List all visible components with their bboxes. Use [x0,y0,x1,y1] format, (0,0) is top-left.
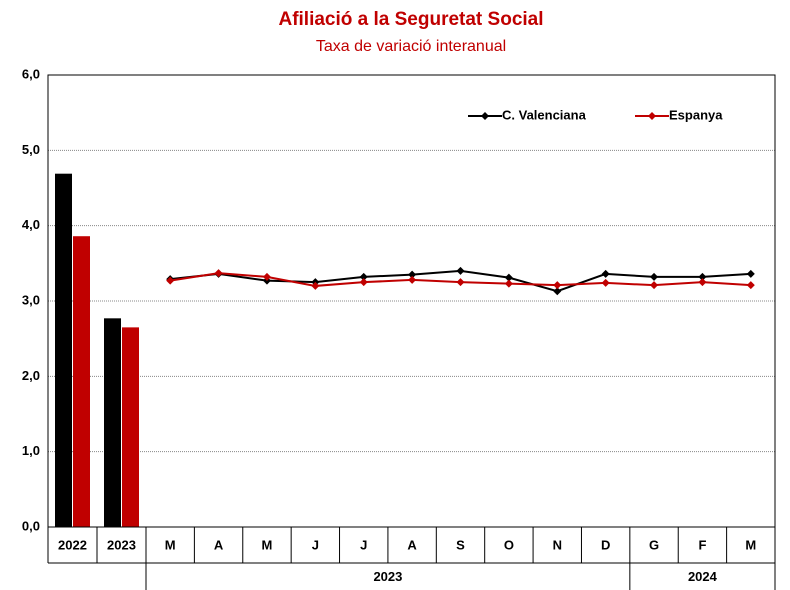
marker [504,279,513,288]
group-label: 2023 [373,569,402,584]
x-tick-label: F [698,537,706,552]
chart-title: Afiliació a la Seguretat Social [278,9,543,30]
y-tick-label: 4,0 [22,217,40,232]
marker [698,278,707,287]
y-tick-label: 3,0 [22,292,40,307]
x-tick-label: M [262,537,273,552]
bar [73,236,90,528]
bar [55,173,72,528]
legend-marker [648,112,656,120]
y-tick-label: 2,0 [22,368,40,383]
group-label: 2024 [688,569,718,584]
marker [408,270,417,279]
marker [262,272,271,281]
x-tick-label: M [745,537,756,552]
x-tick-label: D [601,537,610,552]
marker [214,269,223,278]
legend-label: Espanya [669,107,723,122]
marker [746,269,755,278]
x-tick-label: A [407,537,417,552]
x-tick-label: 2022 [58,537,87,552]
marker [359,272,368,281]
x-tick-label: J [312,537,319,552]
marker [601,269,610,278]
y-tick-label: 6,0 [22,66,40,81]
y-tick-label: 0,0 [22,518,40,533]
plot-frame [47,74,776,528]
x-tick-label: M [165,537,176,552]
bar [122,327,139,527]
bar [104,318,121,527]
marker [650,281,659,290]
x-tick-label: O [504,537,514,552]
marker [359,278,368,287]
x-tick-label: 2023 [107,537,136,552]
marker [553,287,562,296]
marker [698,272,707,281]
y-tick-label: 1,0 [22,443,40,458]
marker [166,276,175,285]
marker [650,272,659,281]
marker [456,266,465,275]
marker [311,281,320,290]
marker [408,275,417,284]
x-tick-label: A [214,537,224,552]
marker [601,278,610,287]
marker [553,281,562,290]
y-tick-label: 5,0 [22,142,40,157]
x-tick-label: S [456,537,465,552]
legend-label: C. Valenciana [502,107,587,122]
x-tick-label: G [649,537,659,552]
marker [456,278,465,287]
x-tick-label: J [360,537,367,552]
chart-subtitle: Taxa de variació interanual [316,38,506,55]
marker [504,273,513,282]
marker [746,281,755,290]
legend-marker [481,112,489,120]
x-tick-label: N [553,537,562,552]
